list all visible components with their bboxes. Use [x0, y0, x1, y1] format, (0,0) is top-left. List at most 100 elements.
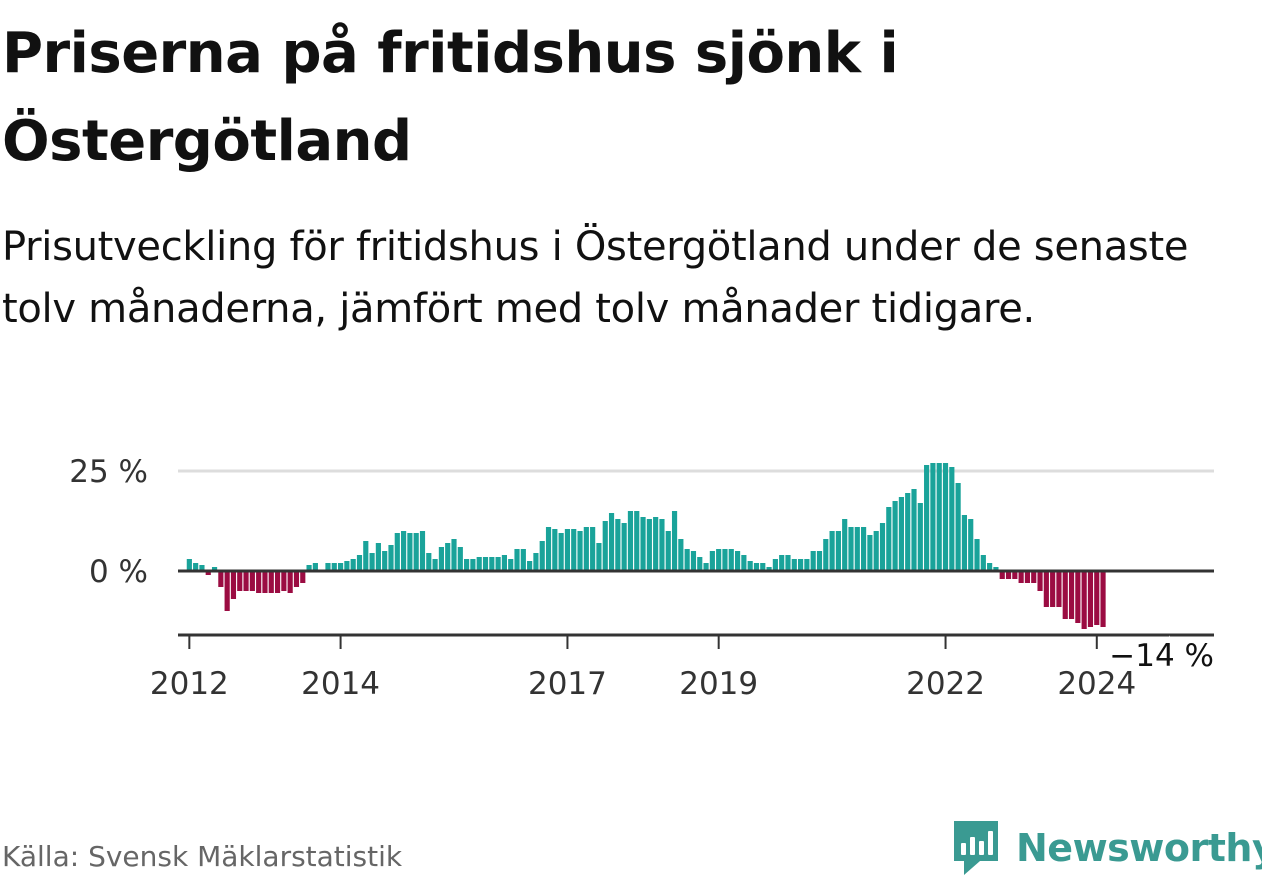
bar — [942, 463, 949, 571]
bar — [407, 533, 413, 571]
bar — [287, 571, 293, 593]
bar — [1056, 571, 1062, 607]
bar — [678, 539, 684, 571]
bar — [804, 559, 810, 571]
bar — [779, 555, 785, 571]
bar — [388, 545, 394, 571]
bar — [1087, 571, 1094, 627]
bar — [306, 565, 312, 571]
bar — [1012, 571, 1018, 579]
bar — [262, 571, 268, 593]
bar — [974, 539, 980, 571]
bar — [501, 555, 507, 571]
bar — [716, 549, 722, 571]
bar — [583, 527, 589, 571]
bar — [747, 561, 753, 571]
bar — [476, 557, 482, 571]
bar — [816, 551, 823, 571]
bar — [999, 571, 1005, 579]
bar — [596, 543, 602, 571]
bar — [457, 547, 463, 571]
bar — [249, 571, 255, 591]
bar — [199, 565, 205, 571]
bar — [798, 559, 804, 571]
bar — [193, 563, 199, 571]
x-tick-label: 2017 — [528, 666, 607, 702]
bar — [785, 555, 791, 571]
bar — [1050, 571, 1056, 607]
bar — [602, 521, 608, 571]
bar — [1062, 571, 1068, 619]
bar — [1031, 571, 1037, 583]
bar — [344, 561, 350, 571]
bar — [331, 563, 337, 571]
bar — [961, 515, 968, 571]
bar — [243, 571, 249, 591]
bar — [955, 483, 961, 571]
bar-chart: 0 % 25 % 2012 2014 2017 2019 2022 2024−14 % — [69, 454, 1217, 702]
bar — [470, 559, 476, 571]
bar — [590, 527, 596, 571]
bar — [514, 549, 520, 571]
bar — [1100, 571, 1106, 627]
bar — [949, 467, 955, 571]
x-tick-label: 2019 — [679, 666, 758, 702]
bar — [905, 493, 911, 571]
bar — [230, 571, 237, 599]
bar — [237, 571, 243, 591]
bar — [924, 465, 930, 571]
bar — [634, 511, 640, 571]
brand-name: Newsworthy — [1016, 826, 1262, 870]
source-note: Källa: Svensk Mäklarstatistik — [2, 840, 403, 873]
brand-logo[interactable]: Newsworthy — [950, 818, 1262, 878]
bar — [274, 571, 281, 593]
bar — [281, 571, 287, 591]
bar — [350, 559, 356, 571]
bar — [608, 513, 615, 571]
bar — [886, 507, 892, 571]
bar — [356, 555, 363, 571]
bar — [772, 559, 778, 571]
bar — [545, 527, 552, 571]
bar — [703, 563, 709, 571]
bar — [728, 549, 734, 571]
bar — [325, 563, 331, 571]
bar — [293, 571, 300, 587]
bar — [640, 517, 646, 571]
bar — [382, 551, 388, 571]
bar — [665, 531, 671, 571]
bar — [552, 529, 558, 571]
bar — [337, 563, 344, 571]
bar — [627, 511, 634, 571]
last-value-label: −14 % — [1109, 638, 1214, 674]
bar — [413, 533, 419, 571]
bar — [848, 527, 854, 571]
bar — [892, 501, 898, 571]
bar — [256, 571, 262, 593]
bar — [312, 563, 318, 571]
bar — [1075, 571, 1081, 623]
bar — [653, 517, 659, 571]
newsworthy-logo-icon — [954, 821, 998, 875]
bar — [394, 533, 400, 571]
bar — [558, 533, 564, 571]
bar — [363, 541, 369, 571]
bar — [205, 571, 211, 575]
bar — [464, 559, 470, 571]
bar — [369, 553, 375, 571]
bar — [432, 559, 438, 571]
bar — [621, 523, 627, 571]
bar — [898, 497, 904, 571]
bar — [375, 543, 381, 571]
bar — [1005, 571, 1012, 579]
bar — [671, 511, 678, 571]
bar — [520, 549, 526, 571]
bar — [451, 539, 457, 571]
bar — [753, 563, 760, 571]
bar — [829, 531, 835, 571]
bar — [646, 519, 652, 571]
bar — [539, 541, 545, 571]
y-tick-label: 0 % — [89, 554, 148, 590]
x-tick-label: 2014 — [301, 666, 380, 702]
bar — [1094, 571, 1100, 625]
